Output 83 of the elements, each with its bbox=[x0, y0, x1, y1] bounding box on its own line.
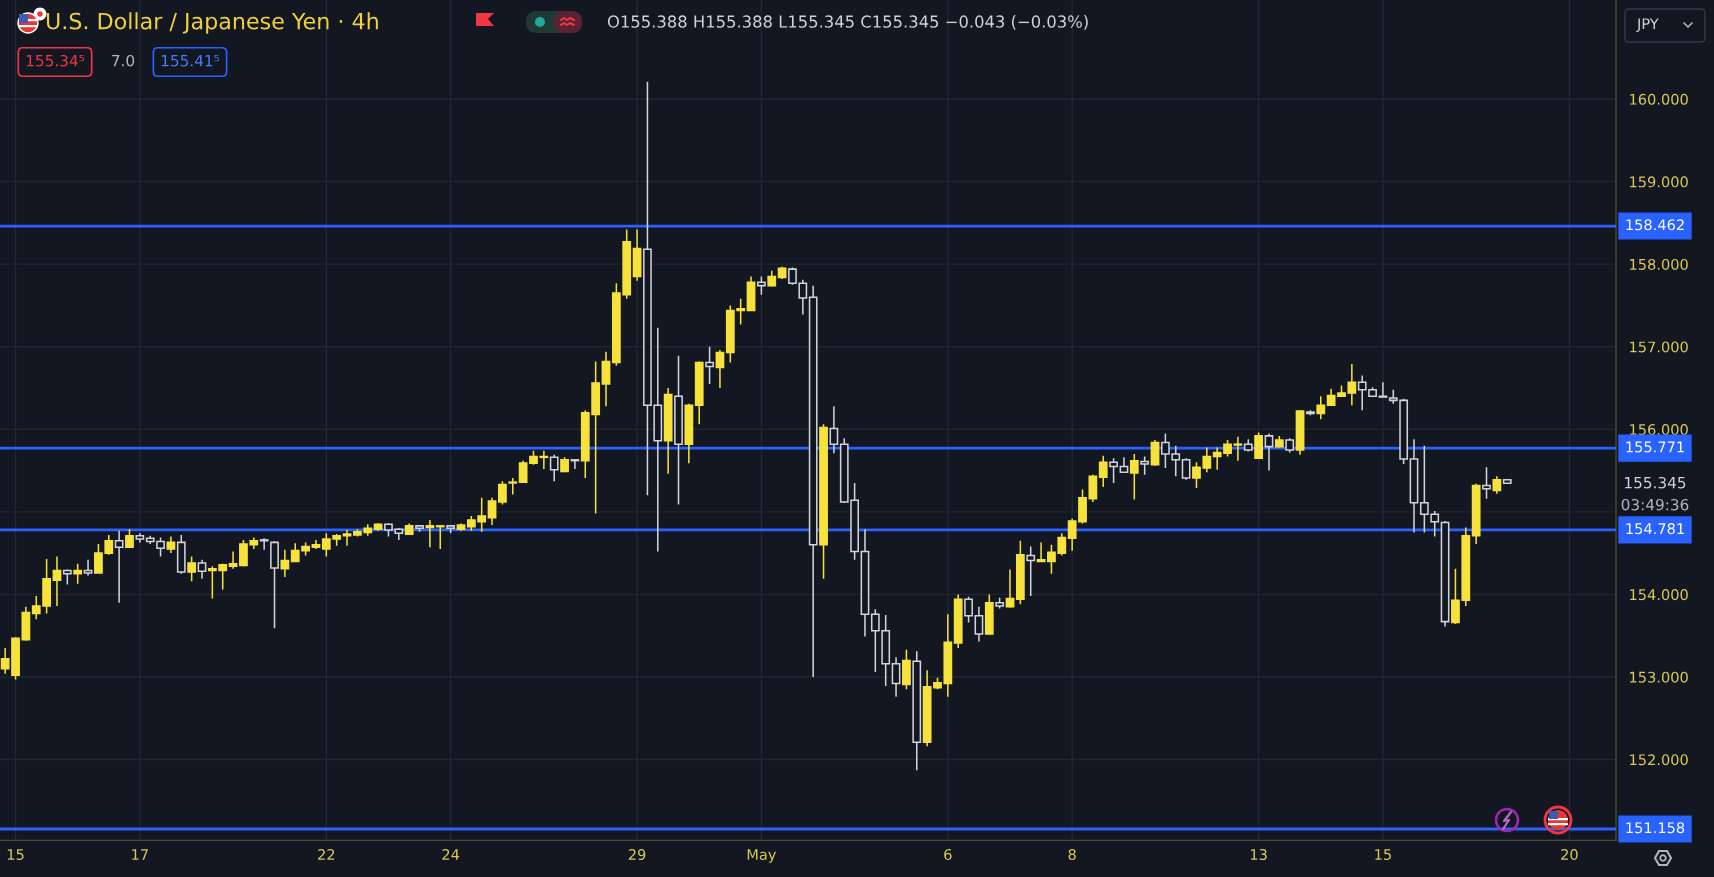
x-tick-label: 29 bbox=[628, 848, 646, 861]
ref-line-label: 151.158 bbox=[1626, 822, 1685, 834]
candlestick bbox=[684, 402, 694, 464]
y-tick-label: 156.000 bbox=[1630, 424, 1688, 436]
text: O155.388 H155.388 L155.345 C155.345 −0.043 (−0.03%) bbox=[607, 15, 1088, 30]
x-tick-label: 13 bbox=[1250, 848, 1267, 861]
candlestick bbox=[953, 593, 963, 649]
candlestick bbox=[974, 606, 984, 643]
x-tick-label: 8 bbox=[1068, 848, 1076, 861]
candlestick bbox=[1036, 541, 1046, 563]
candlestick bbox=[746, 275, 756, 312]
candlestick bbox=[912, 650, 922, 771]
candlestick bbox=[425, 519, 435, 549]
candlestick bbox=[21, 606, 31, 641]
candlestick bbox=[860, 528, 870, 638]
candlestick bbox=[1129, 453, 1139, 501]
candlestick bbox=[197, 558, 207, 580]
x-tick-label: 15 bbox=[1375, 849, 1391, 861]
candlestick bbox=[280, 549, 290, 578]
y-tick-label: 153.000 bbox=[1630, 671, 1688, 683]
candlestick bbox=[114, 530, 124, 604]
candlestick bbox=[808, 284, 818, 678]
candlestick bbox=[270, 541, 279, 630]
candlestick bbox=[1316, 395, 1326, 421]
candlestick bbox=[435, 525, 445, 550]
y-tick-label: 154.000 bbox=[1630, 589, 1688, 601]
candlestick bbox=[487, 497, 497, 526]
candlestick bbox=[1482, 466, 1491, 500]
candlestick bbox=[549, 454, 559, 483]
candlestick bbox=[83, 558, 93, 577]
y-tick-label: 152.000 bbox=[1630, 754, 1688, 766]
candlestick bbox=[632, 228, 642, 282]
x-tick-label: 24 bbox=[442, 848, 460, 860]
ref-line-label: 158.462 bbox=[1626, 219, 1684, 231]
text: JPY bbox=[1636, 18, 1659, 32]
candlestick bbox=[1119, 456, 1129, 473]
x-tick-label: May bbox=[747, 849, 777, 863]
y-tick-label: 157.000 bbox=[1630, 341, 1688, 353]
candlestick bbox=[1015, 539, 1025, 606]
candlestick bbox=[1243, 438, 1253, 453]
candlestick bbox=[674, 355, 683, 506]
y-tick-label: 159.000 bbox=[1630, 176, 1688, 188]
candlestick bbox=[1005, 568, 1015, 608]
ref-line-label: 155.771 bbox=[1626, 441, 1684, 453]
candlestick bbox=[259, 539, 269, 551]
x-tick-label: 22 bbox=[318, 848, 335, 860]
candlestick bbox=[1492, 475, 1502, 495]
candlestick bbox=[228, 550, 238, 570]
text: 155.345 bbox=[1625, 476, 1686, 489]
candlestick bbox=[663, 387, 673, 475]
candlestick bbox=[342, 529, 352, 547]
candlestick bbox=[1409, 438, 1419, 534]
candlestick bbox=[1264, 432, 1274, 472]
candlestick bbox=[891, 656, 901, 698]
x-tick-label: 6 bbox=[944, 848, 952, 861]
candlestick bbox=[1378, 381, 1388, 398]
candlestick bbox=[52, 555, 62, 607]
candlestick bbox=[1471, 483, 1481, 545]
candlestick bbox=[819, 423, 828, 580]
candlestick bbox=[311, 539, 321, 550]
annotation: 155.41⁵ bbox=[161, 55, 220, 67]
candlestick bbox=[1109, 457, 1118, 484]
ref-line-label: 154.781 bbox=[1626, 523, 1684, 535]
candlestick bbox=[715, 349, 725, 389]
candlestick bbox=[705, 345, 714, 385]
x-tick-label: 17 bbox=[132, 849, 148, 860]
x-tick-label: 15 bbox=[7, 849, 24, 861]
y-tick-label: 160.000 bbox=[1630, 93, 1688, 105]
candlestick bbox=[1233, 435, 1243, 462]
candlestick bbox=[1098, 454, 1108, 488]
text: U.S. Dollar / Japanese Yen · 4h bbox=[46, 12, 378, 34]
candlestick bbox=[508, 477, 518, 496]
candlestick bbox=[1026, 545, 1036, 597]
candlestick bbox=[601, 350, 611, 407]
candlestick bbox=[166, 535, 176, 554]
candlestick bbox=[767, 270, 777, 287]
y-tick-label: 158.000 bbox=[1630, 258, 1688, 270]
candlestick bbox=[1440, 520, 1450, 628]
annotation: 7.0 bbox=[112, 54, 135, 67]
annotation: 155.34⁵ bbox=[26, 54, 85, 67]
candlestick bbox=[829, 405, 839, 454]
x-tick-label: 20 bbox=[1561, 848, 1578, 861]
text: 03:49:36 bbox=[1621, 498, 1689, 511]
